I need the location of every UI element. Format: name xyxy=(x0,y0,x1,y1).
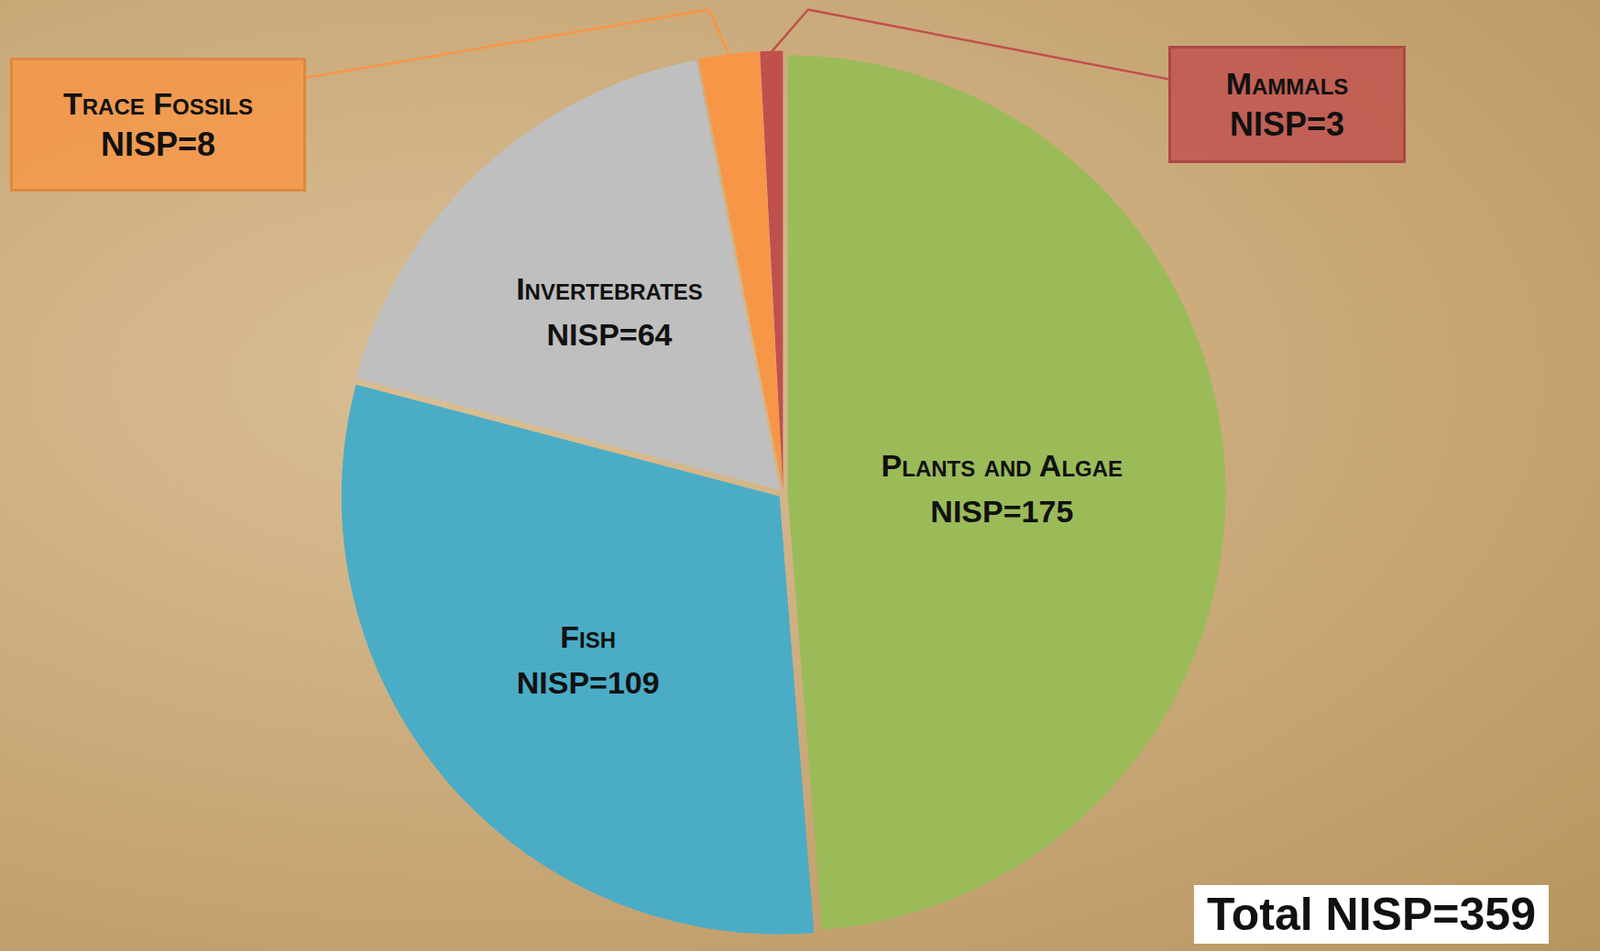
html-text:Mammals: Mammals xyxy=(1225,65,1349,101)
html-text:NISP=3: NISP=3 xyxy=(1229,105,1345,143)
svg-text:FishNISP=109: FishNISP=109 xyxy=(516,619,660,700)
html-text:Trace Fossils: Trace Fossils xyxy=(63,85,253,121)
html-text:Total NISP=359: Total NISP=359 xyxy=(1206,888,1536,941)
html-text:NISP=8: NISP=8 xyxy=(100,125,216,163)
svg-text:InvertebratesNISP=64: InvertebratesNISP=64 xyxy=(515,271,703,351)
svg-text:Plants and AlgaeNISP=175: Plants and AlgaeNISP=175 xyxy=(881,448,1124,528)
